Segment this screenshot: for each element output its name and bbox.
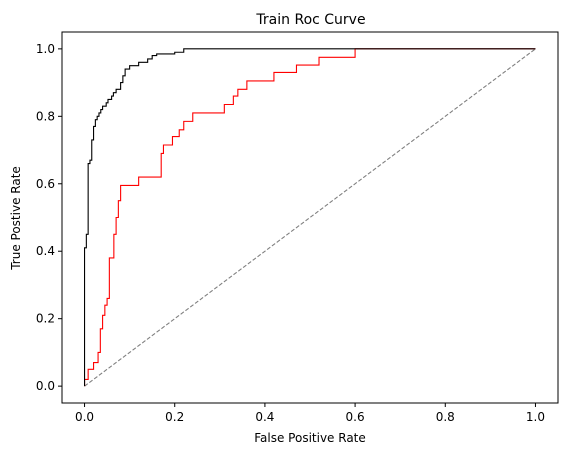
x-tick-label: 0.6 — [346, 410, 365, 424]
x-axis-label: False Positive Rate — [254, 431, 366, 445]
y-tick-label: 0.2 — [36, 312, 55, 326]
x-tick-label: 0.8 — [436, 410, 455, 424]
y-axis-label: True Postive Rate — [9, 166, 23, 271]
x-tick-label: 0.2 — [165, 410, 184, 424]
series-line-2 — [84, 48, 536, 387]
series-line-1 — [84, 48, 536, 387]
y-tick-label: 0.6 — [36, 177, 55, 191]
y-axis: 0.0 0.2 0.4 0.6 0.8 1.0 — [36, 42, 62, 393]
x-tick-label: 0.0 — [75, 410, 94, 424]
y-tick-label: 0.8 — [36, 109, 55, 123]
plot-frame — [61, 31, 559, 404]
y-tick-label: 1.0 — [36, 42, 55, 56]
y-tick-label: 0.4 — [36, 244, 55, 258]
x-tick-label: 1.0 — [526, 410, 545, 424]
series-line-3 — [84, 48, 536, 387]
y-tick-label: 0.0 — [36, 379, 55, 393]
plot-lines — [84, 48, 536, 387]
x-tick-label: 0.4 — [255, 410, 274, 424]
x-axis: 0.0 0.2 0.4 0.6 0.8 1.0 — [75, 403, 545, 424]
chart-title: Train Roc Curve — [255, 12, 365, 28]
